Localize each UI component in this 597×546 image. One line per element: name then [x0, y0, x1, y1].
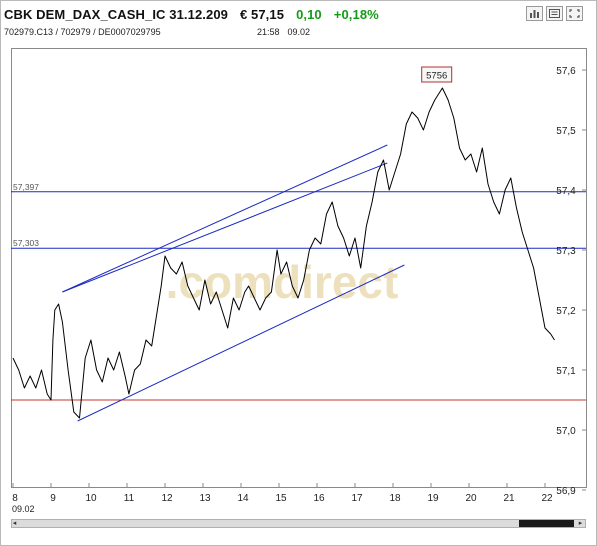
x-tick-label: 19 [427, 493, 439, 504]
trend-line-2 [62, 162, 388, 293]
x-tick-label: 22 [541, 493, 553, 504]
peak-annotation-box [421, 66, 453, 83]
y-tick-label: 57,2 [556, 306, 576, 317]
x-tick-label: 15 [275, 493, 287, 504]
trend-line-3 [77, 264, 405, 422]
last-price: € 57,15 [239, 7, 285, 22]
horizontal-line-label: 57,397 [13, 182, 39, 192]
x-tick-label: 17 [351, 493, 363, 504]
instrument-identifiers: 702979.C13 / 702979 / DE0007029795 [4, 27, 161, 37]
fullscreen-icon [569, 9, 580, 18]
bar-chart-button[interactable] [526, 6, 543, 21]
x-tick-label: 16 [313, 493, 325, 504]
price-change-percent: +0,18% [333, 7, 379, 22]
y-tick-label: 56,9 [556, 486, 576, 497]
quote-date: 09.02 [287, 27, 311, 37]
news-button[interactable] [546, 6, 563, 21]
y-tick-label: 57,3 [556, 246, 576, 257]
x-tick-label: 13 [199, 493, 211, 504]
x-tick-label: 18 [389, 493, 401, 504]
scroll-right-arrow[interactable]: ▸ [578, 520, 583, 527]
x-tick-label: 10 [85, 493, 97, 504]
time-scrollbar-track[interactable] [11, 519, 586, 528]
price-line [12, 87, 555, 419]
y-tick-label: 57,6 [556, 66, 576, 77]
bar-chart-icon [530, 10, 539, 18]
fullscreen-button[interactable] [566, 6, 583, 21]
plot-area [11, 48, 587, 488]
scroll-left-arrow[interactable]: ◂ [12, 520, 17, 527]
horizontal-line-label: 57,303 [13, 238, 39, 248]
time-scrollbar-thumb[interactable] [519, 520, 574, 527]
price-change: 0,10 [296, 7, 322, 22]
peak-annotation-label: 5756 [426, 71, 447, 82]
instrument-symbol: CBK DEM_DAX_CASH_IC 31.12.209 [4, 7, 228, 22]
x-tick-label: 11 [124, 493, 135, 504]
x-tick-label: 9 [50, 493, 56, 504]
y-tick-label: 57,4 [556, 186, 576, 197]
y-tick-label: 57,5 [556, 126, 576, 137]
x-tick-label: 8 [12, 493, 18, 504]
header-title-row: CBK DEM_DAX_CASH_IC 31.12.209 € 57,15 0,10… [4, 7, 379, 22]
trend-line-1 [62, 144, 388, 293]
x-date-label: 09.02 [12, 504, 35, 514]
y-tick-label: 57,1 [556, 366, 576, 377]
x-tick-label: 20 [465, 493, 477, 504]
x-tick-label: 21 [503, 493, 515, 504]
x-tick-label: 14 [237, 493, 249, 504]
x-tick-label: 12 [161, 493, 173, 504]
quote-timestamp: 21:58 09.02 [257, 27, 310, 37]
y-tick-label: 57,0 [556, 426, 576, 437]
quote-time: 21:58 [257, 27, 280, 37]
news-icon [549, 9, 560, 18]
